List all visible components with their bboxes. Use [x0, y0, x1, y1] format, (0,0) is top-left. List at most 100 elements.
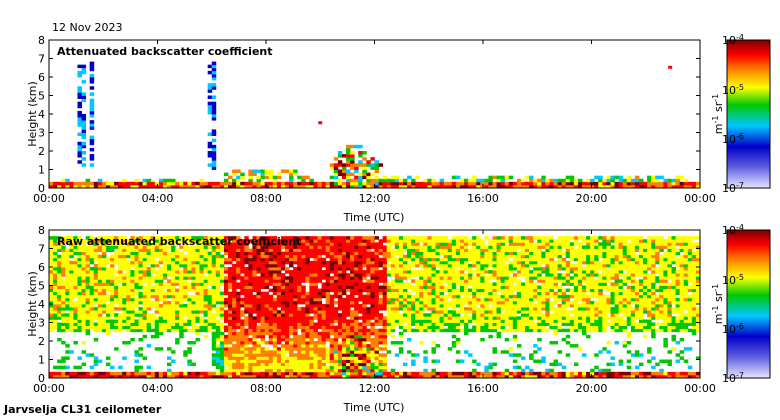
heatmap-cell: [313, 181, 318, 186]
heatmap-cell: [337, 181, 343, 186]
heatmap-cell: [232, 282, 237, 286]
heatmap-cell: [333, 163, 339, 167]
heatmap-cell: [110, 365, 115, 370]
heatmap-cell: [289, 279, 294, 283]
heatmap-cell: [260, 291, 266, 296]
heatmap-cell: [171, 288, 176, 293]
heatmap-cell: [211, 371, 217, 376]
heatmap-cell: [97, 300, 103, 305]
heatmap-cell: [101, 297, 107, 302]
heatmap-cell: [85, 279, 91, 283]
heatmap-cell: [122, 307, 127, 311]
heatmap-cell: [272, 181, 278, 186]
heatmap-cell: [492, 307, 497, 311]
heatmap-cell: [390, 178, 396, 183]
heatmap-cell: [81, 151, 87, 155]
heatmap-cell: [110, 288, 115, 293]
heatmap-cell: [97, 254, 103, 259]
heatmap-cell: [325, 350, 331, 354]
heatmap-cell: [268, 294, 274, 299]
heatmap-cell: [215, 184, 221, 189]
heatmap-cell: [280, 374, 286, 379]
heatmap-cell: [516, 273, 522, 277]
heatmap-cell: [374, 270, 379, 274]
heatmap-cell: [65, 322, 70, 326]
heatmap-cell: [130, 257, 135, 262]
heatmap-cell: [520, 251, 526, 256]
heatmap-cell: [280, 347, 286, 351]
heatmap-cell: [464, 297, 469, 302]
heatmap-cell: [394, 297, 400, 302]
heatmap-cell: [162, 310, 168, 314]
heatmap-cell: [492, 273, 497, 277]
heatmap-cell: [297, 282, 302, 286]
heatmap-cell: [272, 236, 278, 240]
heatmap-cell: [366, 337, 371, 342]
heatmap-cell: [236, 273, 241, 277]
heatmap-cell: [138, 353, 143, 357]
heatmap-cell: [268, 365, 274, 370]
heatmap-cell: [321, 239, 327, 243]
heatmap-cell: [354, 163, 359, 167]
heatmap-cell: [272, 254, 278, 259]
heatmap-cell: [268, 322, 274, 326]
heatmap-cell: [472, 245, 477, 249]
heatmap-cell: [508, 294, 514, 299]
heatmap-cell: [317, 371, 323, 376]
heatmap-cell: [346, 319, 351, 323]
heatmap-cell: [211, 325, 217, 330]
heatmap-cell: [451, 248, 457, 252]
heatmap-cell: [280, 359, 286, 363]
heatmap-cell: [504, 371, 510, 376]
heatmap-cell: [655, 181, 660, 186]
panel1-xlabel: Time (UTC): [343, 211, 405, 224]
heatmap-cell: [183, 304, 188, 308]
heatmap-cell: [228, 313, 233, 317]
heatmap-cell: [166, 263, 172, 268]
heatmap-cell: [516, 291, 522, 296]
heatmap-cell: [199, 291, 205, 296]
heatmap-cell: [260, 347, 266, 351]
heatmap-cell: [520, 356, 526, 360]
heatmap-cell: [407, 184, 412, 189]
heatmap-cell: [126, 300, 131, 305]
heatmap-cell: [423, 307, 428, 311]
heatmap-cell: [101, 263, 107, 268]
heatmap-cell: [232, 337, 237, 342]
heatmap-cell: [390, 242, 396, 246]
heatmap-cell: [341, 307, 347, 311]
heatmap-cell: [492, 350, 497, 354]
heatmap-cell: [321, 236, 327, 240]
heatmap-cell: [459, 304, 465, 308]
heatmap-cell: [346, 144, 351, 149]
heatmap-cell: [105, 362, 111, 367]
heatmap-cell: [455, 260, 461, 265]
heatmap-cell: [317, 297, 323, 302]
heatmap-cell: [138, 313, 143, 317]
heatmap-cell: [480, 285, 485, 289]
heatmap-cell: [232, 300, 237, 305]
heatmap-cell: [276, 175, 282, 180]
heatmap-cell: [228, 325, 233, 330]
heatmap-cell: [431, 279, 436, 283]
heatmap-cell: [516, 353, 522, 357]
heatmap-cell: [366, 267, 371, 271]
heatmap-cell: [354, 300, 359, 305]
heatmap-cell: [69, 282, 74, 286]
heatmap-cell: [65, 300, 70, 305]
heatmap-cell: [207, 251, 213, 256]
heatmap-cell: [321, 322, 327, 326]
heatmap-cell: [358, 368, 363, 373]
x-tick-label: 16:00: [467, 192, 499, 205]
heatmap-cell: [358, 175, 363, 180]
heatmap-cell: [297, 359, 302, 363]
heatmap-cell: [346, 157, 351, 161]
heatmap-cell: [97, 291, 103, 296]
heatmap-cell: [232, 368, 237, 373]
heatmap-cell: [65, 273, 70, 277]
heatmap-cell: [386, 316, 392, 320]
heatmap-cell: [228, 291, 233, 296]
heatmap-cell: [154, 251, 160, 256]
heatmap-cell: [480, 279, 485, 283]
heatmap-cell: [468, 374, 473, 379]
